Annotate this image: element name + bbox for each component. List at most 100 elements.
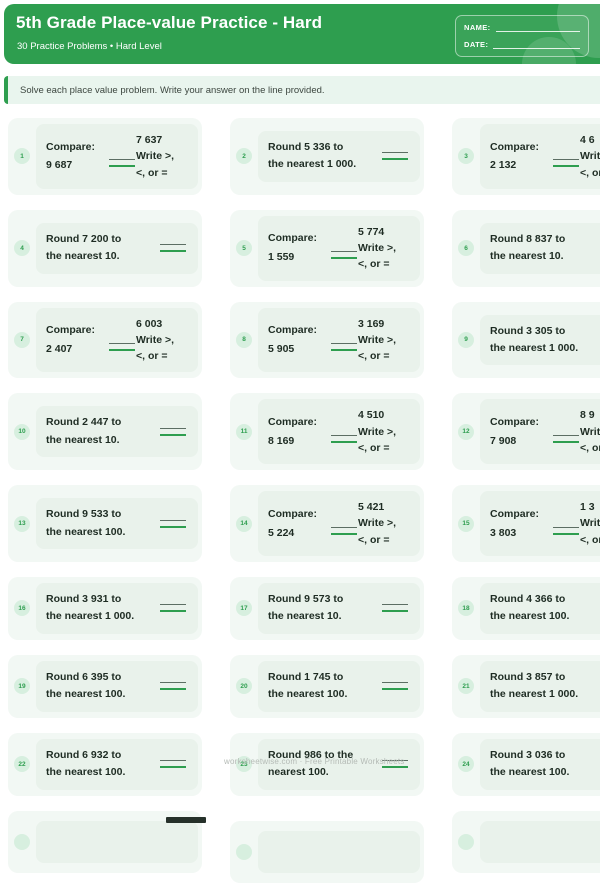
page-title: 5th Grade Place-value Practice - Hard — [16, 13, 323, 32]
answer-blank — [109, 159, 135, 168]
problem-number-badge: 22 — [14, 756, 30, 773]
problem-card: 5 Compare: 1 559 5 774 Write >, <, or = — [230, 209, 424, 287]
compare-label: Compare: — [46, 140, 96, 153]
compare-hint-line-1: Write >, — [358, 333, 397, 346]
problem-number-badge — [236, 843, 252, 860]
problem-card: 17 Round 9 573 to the nearest 10. — [230, 576, 424, 640]
problem-panel: Round 1 745 to the nearest 100. — [258, 660, 420, 712]
compare-hint-line-2: <, or = — [136, 166, 168, 179]
answer-blank — [160, 244, 186, 253]
problem-card: 12 Compare: 7 908 8 9 Write >, <, or = — [452, 393, 600, 471]
answer-blank — [331, 342, 357, 351]
problem-question: Round 7 200 to the nearest 10. — [46, 231, 156, 266]
compare-label: Compare: — [268, 232, 318, 245]
problem-card: 6 Round 8 837 to the nearest 10. — [452, 209, 600, 287]
problem-card: 13 Round 9 533 to the nearest 100. — [8, 485, 202, 562]
compare-right-block: 5 774 Write >, <, or = — [358, 224, 410, 273]
compare-hint-line-2: <, or = — [580, 441, 600, 454]
answer-blank — [160, 519, 186, 528]
problem-panel: Compare: 1 559 5 774 Write >, <, or = — [258, 215, 420, 281]
problem-number-badge: 12 — [458, 423, 474, 440]
problem-question: Round 5 336 to the nearest 1 000. — [268, 139, 378, 174]
clipped-text-fragment — [166, 816, 206, 823]
question-line-1: Round 6 395 to — [46, 670, 122, 683]
problem-panel: Compare: 7 908 8 9 Write >, <, or = — [480, 399, 600, 465]
problem-number-badge — [458, 833, 474, 850]
compare-right-block: 4 6 Write >, <, or = — [580, 132, 600, 181]
worksheet-page: 5th Grade Place-value Practice - Hard 30… — [0, 4, 600, 883]
compare-right-block: 1 3 Write >, <, or = — [580, 499, 600, 548]
problem-card: 20 Round 1 745 to the nearest 100. — [230, 654, 424, 718]
problem-panel: Compare: 5 905 3 169 Write >, <, or = — [258, 307, 420, 373]
problem-panel: Round 6 932 to the nearest 100. — [36, 738, 198, 790]
problem-number-badge: 2 — [236, 148, 252, 165]
problem-number-badge: 3 — [458, 148, 474, 165]
problem-panel: Compare: 8 169 4 510 Write >, <, or = — [258, 399, 420, 465]
instructions-text: Solve each place value problem. Write yo… — [20, 84, 325, 96]
page-subtitle: 30 Practice Problems • Hard Level — [17, 41, 162, 52]
answer-blank — [160, 682, 186, 691]
problem-card: 3 Compare: 2 132 4 6 Write >, <, or = — [452, 118, 600, 195]
instructions-banner: Solve each place value problem. Write yo… — [4, 76, 600, 104]
compare-left-block: Compare: 2 132 — [490, 138, 552, 176]
compare-label: Compare: — [490, 415, 540, 428]
name-date-box: NAME: DATE: — [455, 15, 589, 57]
problem-card: 11 Compare: 8 169 4 510 Write >, <, or = — [230, 393, 424, 471]
problem-card: 8 Compare: 5 905 3 169 Write >, <, or = — [230, 301, 424, 379]
question-line-1: Round 9 573 to — [268, 592, 344, 605]
problem-card: 1 Compare: 9 687 7 637 Write >, <, or = — [8, 118, 202, 195]
question-line-2: the nearest 1 000. — [490, 688, 579, 701]
problem-panel: Round 3 036 to the nearest 100. — [480, 738, 600, 790]
compare-label: Compare: — [490, 140, 540, 153]
compare-hint-line-1: Write >, — [136, 150, 175, 163]
compare-hint-line-1: Write >, — [580, 150, 600, 163]
problem-question: Round 2 447 to the nearest 10. — [46, 414, 156, 449]
question-line-1: Round 5 336 to — [268, 140, 344, 153]
problem-question: Round 6 395 to the nearest 100. — [46, 669, 156, 704]
compare-left-value: 3 803 — [490, 526, 517, 539]
question-line-1: Round 1 745 to — [268, 670, 344, 683]
answer-blank — [382, 682, 408, 691]
compare-hint-line-1: Write >, — [358, 425, 397, 438]
problem-number-badge: 20 — [236, 678, 252, 695]
problem-number-badge: 17 — [236, 600, 252, 617]
compare-left-value: 9 687 — [46, 159, 73, 172]
question-line-1: Round 3 931 to — [46, 592, 122, 605]
problem-number-badge: 15 — [458, 515, 474, 532]
problem-panel: Round 8 837 to the nearest 10. — [480, 222, 600, 274]
problem-panel: Compare: 3 803 1 3 Write >, <, or = — [480, 491, 600, 556]
answer-blank — [382, 760, 408, 769]
problem-number-badge: 5 — [236, 240, 252, 257]
compare-hint-line-2: <, or = — [358, 258, 390, 271]
compare-right-block: 7 637 Write >, <, or = — [136, 132, 188, 181]
compare-right-value: 3 169 — [358, 317, 385, 330]
problem-panel: Compare: 2 407 6 003 Write >, <, or = — [36, 307, 198, 373]
compare-label: Compare: — [268, 324, 318, 337]
problem-number-badge: 11 — [236, 423, 252, 440]
problem-card: 18 Round 4 366 to the nearest 100. — [452, 576, 600, 640]
question-line-1: Round 8 837 to — [490, 232, 566, 245]
problem-number-badge: 4 — [14, 240, 30, 257]
problem-panel: Round 6 395 to the nearest 100. — [36, 660, 198, 712]
name-row: NAME: — [464, 23, 580, 32]
compare-hint-line-1: Write >, — [358, 517, 397, 530]
answer-blank — [160, 760, 186, 769]
problem-number-badge: 13 — [14, 515, 30, 532]
compare-hint-line-1: Write >, — [580, 425, 600, 438]
answer-blank — [331, 251, 357, 260]
compare-hint-line-2: <, or = — [358, 350, 390, 363]
question-line-1: Round 6 932 to — [46, 748, 122, 761]
problem-panel — [258, 830, 420, 873]
compare-right-block: 8 9 Write >, <, or = — [580, 407, 600, 456]
question-line-2: the nearest 100. — [490, 610, 570, 623]
compare-right-value: 4 6 — [580, 134, 595, 146]
problem-number-badge: 1 — [14, 148, 30, 165]
problem-panel: Round 3 857 to the nearest 1 000. — [480, 660, 600, 712]
compare-right-value: 8 9 — [580, 409, 595, 422]
problem-card: 15 Compare: 3 803 1 3 Write >, <, or = — [452, 485, 600, 562]
compare-left-block: Compare: 9 687 — [46, 138, 108, 176]
problem-panel: Round 7 200 to the nearest 10. — [36, 222, 198, 274]
problem-card-partial — [452, 810, 600, 873]
question-line-1: Round 3 036 to — [490, 748, 566, 761]
footer-credit: worksheetwise.com · Free Printable Works… — [224, 757, 405, 766]
